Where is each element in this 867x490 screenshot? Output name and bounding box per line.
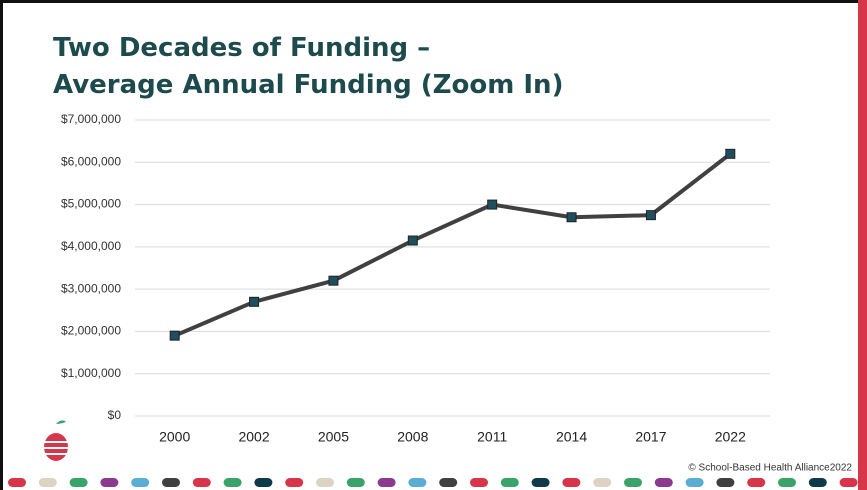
apple-logo <box>44 420 68 461</box>
marker <box>487 199 498 210</box>
dot <box>254 478 273 487</box>
x-tick-label: 2008 <box>397 429 428 445</box>
x-tick-label: 2017 <box>635 429 666 445</box>
x-tick-label: 2005 <box>318 429 349 445</box>
data-line <box>173 152 732 338</box>
dot <box>808 478 827 487</box>
x-tick-label: 2002 <box>238 429 269 445</box>
dot <box>285 478 304 487</box>
x-tick-label: 2022 <box>715 429 746 445</box>
copyright: © School-Based Health Alliance2022 <box>688 463 852 474</box>
dot <box>8 478 26 487</box>
y-tick-label: $0 <box>108 408 122 422</box>
marker <box>566 212 577 223</box>
dot <box>377 478 396 487</box>
marker <box>407 235 418 246</box>
marker <box>725 148 736 159</box>
dot <box>69 478 88 487</box>
dot <box>38 478 57 487</box>
x-tick-label: 2000 <box>159 429 190 445</box>
y-tick-label: $1,000,000 <box>61 366 121 380</box>
title-line: Average Annual Funding (Zoom In) <box>53 70 563 100</box>
dot <box>131 478 150 487</box>
dot <box>439 478 458 487</box>
dot <box>500 478 519 487</box>
dot <box>223 478 242 487</box>
y-tick-label: $2,000,000 <box>61 324 121 338</box>
dot <box>562 478 581 487</box>
y-tick-label: $5,000,000 <box>61 197 121 211</box>
dot <box>531 478 550 487</box>
y-tick-label: $6,000,000 <box>61 154 121 168</box>
marker <box>169 330 180 341</box>
dot <box>408 478 427 487</box>
y-tick-label: $7,000,000 <box>61 112 121 126</box>
right-bar <box>858 0 867 490</box>
marker <box>328 275 339 286</box>
marker <box>249 296 260 307</box>
dot <box>716 478 735 487</box>
dot <box>316 478 334 487</box>
dot <box>624 478 642 487</box>
x-tick-label: 2011 <box>477 429 507 445</box>
title-line: Two Decades of Funding – <box>53 33 430 63</box>
y-tick-label: $4,000,000 <box>61 239 121 253</box>
dot <box>192 478 211 487</box>
marker <box>645 210 656 221</box>
dot <box>470 478 488 487</box>
left-border <box>0 0 3 490</box>
x-tick-label: 2014 <box>556 429 587 445</box>
y-tick-label: $3,000,000 <box>61 281 121 295</box>
top-border <box>0 0 867 3</box>
decorative-dots <box>8 478 858 487</box>
dot <box>346 478 365 487</box>
dot <box>162 478 180 487</box>
dot <box>778 478 796 487</box>
dot <box>654 478 673 487</box>
dot <box>593 478 612 487</box>
dot <box>100 478 119 487</box>
dot <box>685 478 704 487</box>
dot <box>747 478 766 487</box>
dot <box>839 478 858 487</box>
